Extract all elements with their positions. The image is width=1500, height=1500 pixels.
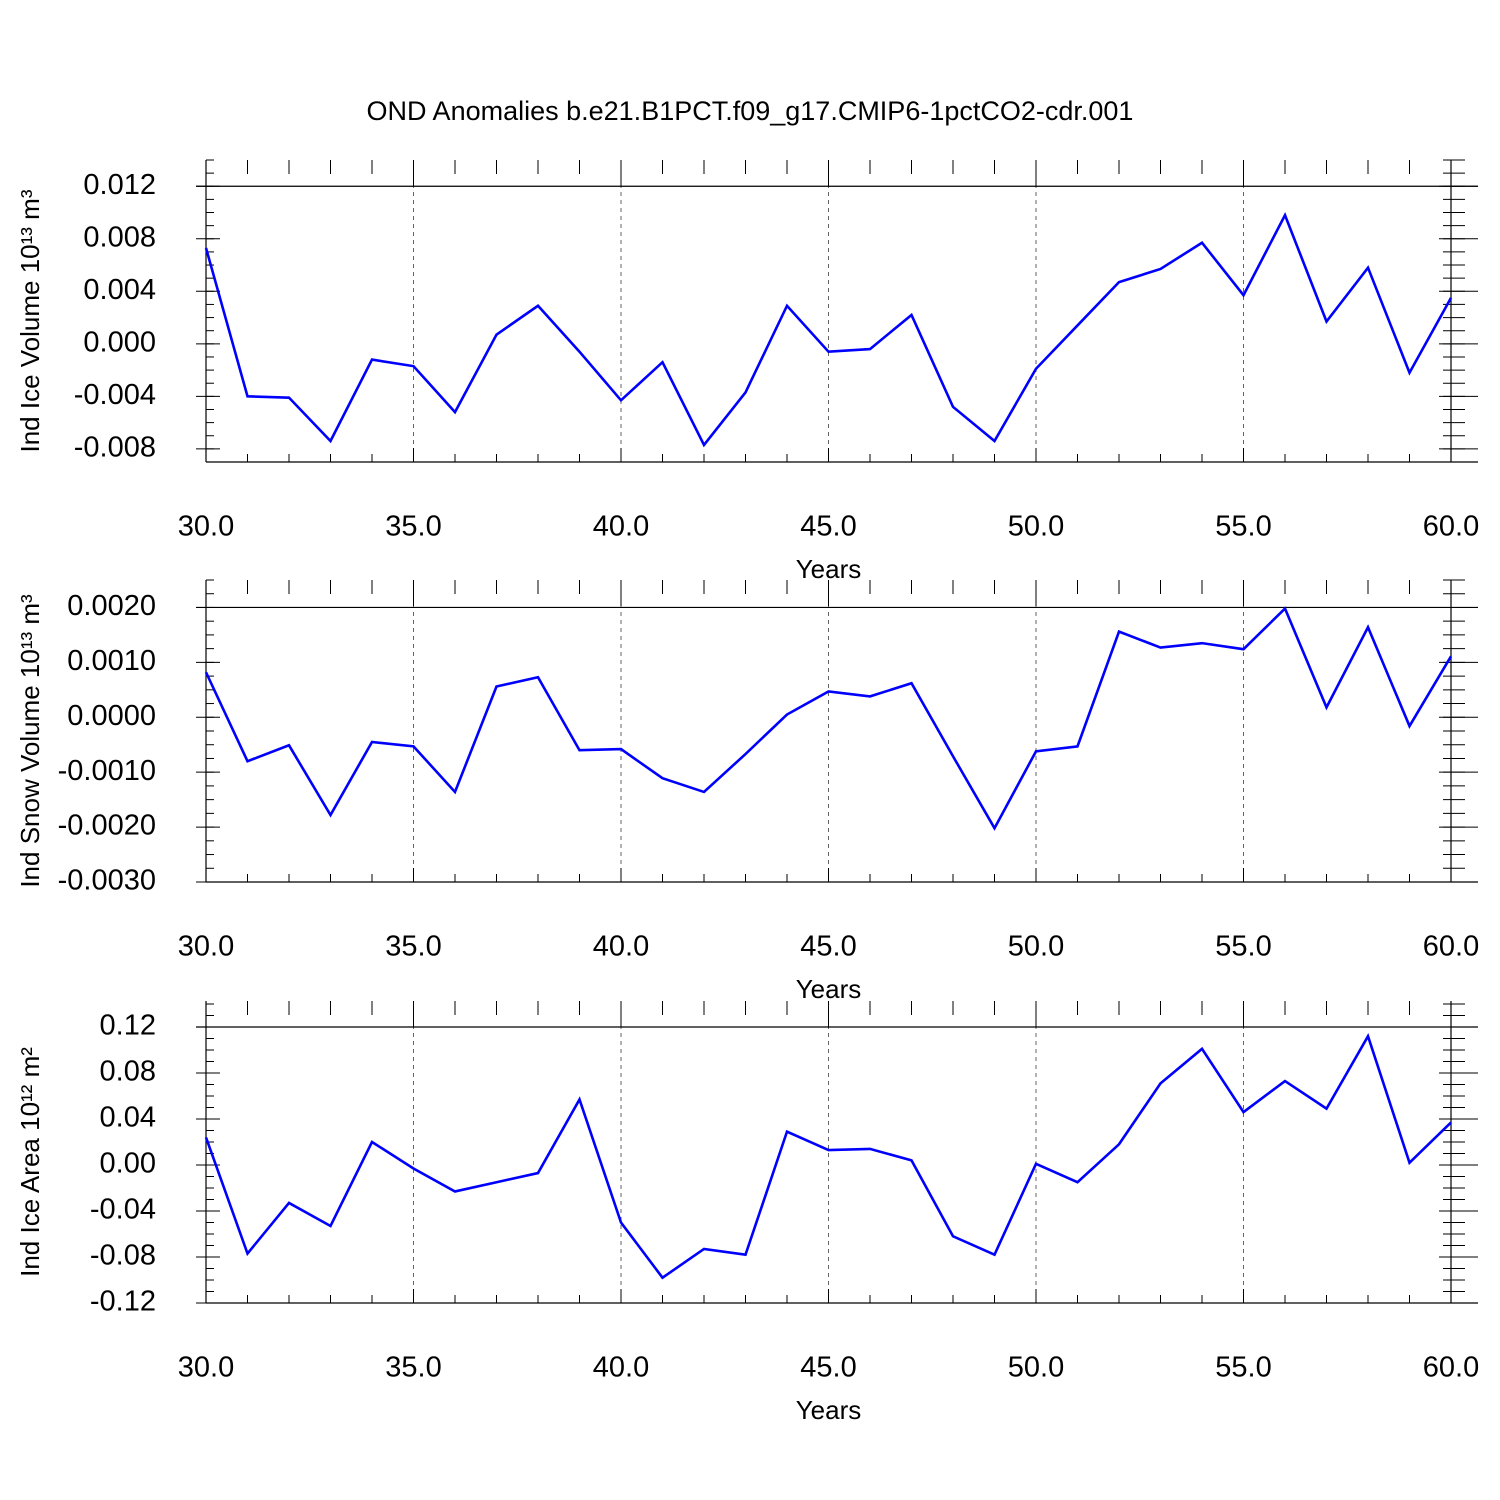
x-axis-title: Years [796, 554, 862, 584]
y-tick-label: 0.12 [100, 1010, 156, 1042]
y-tick-label: -0.0030 [58, 865, 156, 897]
y-tick-label: 0.0020 [67, 590, 156, 622]
y-tick-label: 0.000 [83, 326, 156, 358]
x-tick-label: 35.0 [385, 511, 441, 543]
x-tick-label: 30.0 [178, 931, 234, 963]
x-tick-label: 50.0 [1008, 511, 1064, 543]
x-tick-label: 60.0 [1423, 511, 1479, 543]
y-tick-label: 0.012 [83, 169, 156, 201]
data-line [204, 1033, 1452, 1280]
data-line [204, 606, 1453, 831]
x-tick-label: 30.0 [178, 1352, 234, 1384]
x-axis-title: Years [796, 974, 862, 1004]
x-tick-label: 50.0 [1008, 1352, 1064, 1384]
y-tick-label: 0.08 [100, 1056, 156, 1088]
y-tick-label: -0.004 [74, 379, 156, 411]
x-tick-label: 50.0 [1008, 931, 1064, 963]
y-axis-title: Ind Ice Area 10¹² m² [15, 1047, 45, 1277]
x-tick-label: 55.0 [1215, 1352, 1271, 1384]
y-tick-label: -0.008 [74, 432, 156, 464]
x-tick-label: 55.0 [1215, 511, 1271, 543]
x-tick-label: 60.0 [1423, 931, 1479, 963]
x-axis-title: Years [796, 1395, 862, 1425]
x-tick-label: 40.0 [593, 1352, 649, 1384]
y-tick-label: -0.0020 [58, 810, 156, 842]
y-tick-label: 0.00 [100, 1148, 156, 1180]
figure-title: OND Anomalies b.e21.B1PCT.f09_g17.CMIP6-… [367, 96, 1134, 126]
x-tick-label: 45.0 [800, 511, 856, 543]
x-tick-label: 35.0 [385, 931, 441, 963]
x-tick-label: 40.0 [593, 931, 649, 963]
data-line [204, 212, 1453, 448]
x-tick-label: 55.0 [1215, 931, 1271, 963]
y-axis-title: Ind Snow Volume 10¹³ m³ [15, 594, 45, 888]
x-tick-label: 45.0 [800, 1352, 856, 1384]
y-axis-title: Ind Ice Volume 10¹³ m³ [15, 189, 45, 452]
x-tick-label: 30.0 [178, 511, 234, 543]
y-tick-label: -0.12 [90, 1286, 156, 1318]
x-tick-label: 40.0 [593, 511, 649, 543]
y-tick-label: -0.04 [90, 1194, 156, 1226]
y-tick-label: 0.0010 [67, 645, 156, 677]
y-tick-label: 0.0000 [67, 700, 156, 732]
y-tick-label: 0.004 [83, 274, 156, 306]
x-tick-label: 60.0 [1423, 1352, 1479, 1384]
y-tick-label: 0.008 [83, 221, 156, 253]
y-tick-label: 0.04 [100, 1102, 156, 1134]
x-tick-label: 35.0 [385, 1352, 441, 1384]
x-tick-label: 45.0 [800, 931, 856, 963]
y-tick-label: -0.0010 [58, 755, 156, 787]
y-tick-label: -0.08 [90, 1240, 156, 1272]
